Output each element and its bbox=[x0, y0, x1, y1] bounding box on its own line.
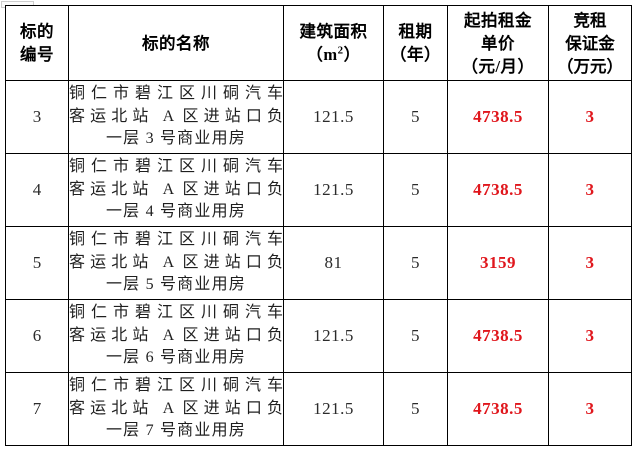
cell-deposit: 3 bbox=[548, 153, 632, 227]
cell-area: 121.5 bbox=[283, 372, 384, 446]
cell-area: 121.5 bbox=[283, 80, 384, 154]
cell-term: 5 bbox=[383, 80, 448, 154]
cell-price: 3159 bbox=[447, 226, 549, 300]
column-header-area-line1: 建筑面积 bbox=[299, 22, 368, 41]
column-header-price-line2: 单价 bbox=[481, 33, 515, 53]
cell-name-line1: 铜仁市碧江区川硐汽车 bbox=[69, 85, 283, 103]
cell-id: 7 bbox=[5, 372, 69, 446]
column-header-term-line2: （年） bbox=[390, 45, 441, 64]
table-header: 标的 编号 标的名称 建筑面积 （m2） 租期 （年） 起拍租金 单价 （元 bbox=[5, 5, 632, 81]
table-row: 5 铜仁市碧江区川硐汽车 客运北站 A 区进站口负 一层 5 号商业用房 81 … bbox=[5, 226, 632, 300]
cell-price: 4738.5 bbox=[447, 299, 549, 373]
cell-id: 5 bbox=[5, 226, 69, 300]
column-header-deposit-line2: 保证金 bbox=[565, 33, 615, 53]
table-body: 3 铜仁市碧江区川硐汽车 客运北站 A 区进站口负 一层 3 号商业用房 121… bbox=[5, 80, 632, 446]
column-header-deposit-line1: 竞租 bbox=[573, 10, 607, 30]
cell-deposit: 3 bbox=[548, 299, 632, 373]
column-header-area-line2: （m2） bbox=[306, 44, 361, 64]
table-row: 7 铜仁市碧江区川硐汽车 客运北站 A 区进站口负 一层 7 号商业用房 121… bbox=[5, 372, 632, 446]
column-header-area: 建筑面积 （m2） bbox=[283, 5, 384, 81]
cell-name-line3: 一层 6 号商业用房 bbox=[105, 349, 246, 367]
column-header-deposit: 竞租 保证金 （万元） bbox=[548, 5, 632, 81]
cell-id: 6 bbox=[5, 299, 69, 373]
column-header-id: 标的 编号 bbox=[5, 5, 69, 81]
cell-deposit: 3 bbox=[548, 226, 632, 300]
cell-deposit: 3 bbox=[548, 372, 632, 446]
cell-name-line3: 一层 3 号商业用房 bbox=[105, 130, 246, 148]
cell-name: 铜仁市碧江区川硐汽车 客运北站 A 区进站口负 一层 4 号商业用房 bbox=[68, 153, 284, 227]
column-header-price-line3: （元/月） bbox=[461, 56, 535, 76]
bid-listing-table: 标的 编号 标的名称 建筑面积 （m2） 租期 （年） 起拍租金 单价 （元 bbox=[5, 5, 632, 446]
cell-id: 3 bbox=[5, 80, 69, 154]
cell-name-line1: 铜仁市碧江区川硐汽车 bbox=[69, 304, 283, 322]
cell-name-line3: 一层 4 号商业用房 bbox=[105, 203, 246, 221]
column-header-id-line2: 编号 bbox=[20, 45, 54, 64]
cell-name: 铜仁市碧江区川硐汽车 客运北站 A 区进站口负 一层 5 号商业用房 bbox=[68, 226, 284, 300]
square-meter-superscript: 2 bbox=[337, 44, 344, 57]
cell-name: 铜仁市碧江区川硐汽车 客运北站 A 区进站口负 一层 3 号商业用房 bbox=[68, 80, 284, 154]
cell-deposit: 3 bbox=[548, 80, 632, 154]
column-header-term-line1: 租期 bbox=[398, 22, 433, 41]
header-row: 标的 编号 标的名称 建筑面积 （m2） 租期 （年） 起拍租金 单价 （元 bbox=[5, 5, 632, 81]
cell-price: 4738.5 bbox=[447, 80, 549, 154]
cell-term: 5 bbox=[383, 372, 448, 446]
column-header-id-line1: 标的 bbox=[20, 22, 54, 41]
table-row: 6 铜仁市碧江区川硐汽车 客运北站 A 区进站口负 一层 6 号商业用房 121… bbox=[5, 299, 632, 373]
cell-area: 121.5 bbox=[283, 153, 384, 227]
column-header-price-line1: 起拍租金 bbox=[464, 10, 532, 30]
cell-name-line2: 客运北站 A 区进站口负 bbox=[69, 180, 283, 198]
cell-name-line1: 铜仁市碧江区川硐汽车 bbox=[69, 231, 283, 249]
cell-price: 4738.5 bbox=[447, 153, 549, 227]
bid-table-sheet: 标的 编号 标的名称 建筑面积 （m2） 租期 （年） 起拍租金 单价 （元 bbox=[5, 5, 632, 446]
column-header-deposit-line3: （万元） bbox=[557, 56, 623, 76]
table-row: 4 铜仁市碧江区川硐汽车 客运北站 A 区进站口负 一层 4 号商业用房 121… bbox=[5, 153, 632, 227]
column-header-price: 起拍租金 单价 （元/月） bbox=[447, 5, 549, 81]
cell-name: 铜仁市碧江区川硐汽车 客运北站 A 区进站口负 一层 7 号商业用房 bbox=[68, 372, 284, 446]
cell-name-line2: 客运北站 A 区进站口负 bbox=[69, 399, 283, 417]
cell-name-line2: 客运北站 A 区进站口负 bbox=[69, 107, 283, 125]
cell-name-line1: 铜仁市碧江区川硐汽车 bbox=[69, 158, 283, 176]
cell-term: 5 bbox=[383, 299, 448, 373]
table-row: 3 铜仁市碧江区川硐汽车 客运北站 A 区进站口负 一层 3 号商业用房 121… bbox=[5, 80, 632, 154]
cell-name-line2: 客运北站 A 区进站口负 bbox=[69, 326, 283, 344]
cell-term: 5 bbox=[383, 153, 448, 227]
cell-area: 81 bbox=[283, 226, 384, 300]
cell-term: 5 bbox=[383, 226, 448, 300]
cell-name-line3: 一层 7 号商业用房 bbox=[105, 422, 246, 440]
cell-price: 4738.5 bbox=[447, 372, 549, 446]
cell-name-line2: 客运北站 A 区进站口负 bbox=[69, 253, 283, 271]
cell-area: 121.5 bbox=[283, 299, 384, 373]
column-header-name: 标的名称 bbox=[68, 5, 284, 81]
cell-name-line1: 铜仁市碧江区川硐汽车 bbox=[69, 377, 283, 395]
cell-id: 4 bbox=[5, 153, 69, 227]
cell-name-line3: 一层 5 号商业用房 bbox=[105, 276, 246, 294]
column-header-name-line1: 标的名称 bbox=[142, 33, 210, 53]
cell-name: 铜仁市碧江区川硐汽车 客运北站 A 区进站口负 一层 6 号商业用房 bbox=[68, 299, 284, 373]
column-header-term: 租期 （年） bbox=[383, 5, 448, 81]
